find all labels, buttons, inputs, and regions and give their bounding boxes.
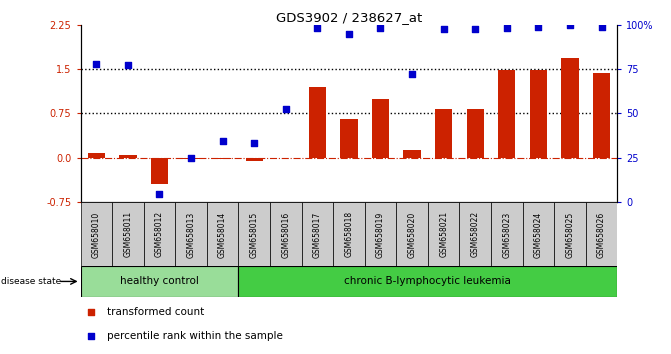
Point <box>154 191 165 197</box>
Bar <box>403 150 421 158</box>
Bar <box>593 73 610 158</box>
Bar <box>466 109 484 158</box>
Text: GSM658014: GSM658014 <box>218 211 227 258</box>
Bar <box>340 119 358 158</box>
Point <box>375 25 386 30</box>
Bar <box>81 202 112 266</box>
Point <box>470 26 480 32</box>
Bar <box>372 98 389 158</box>
Bar <box>88 153 105 158</box>
Text: GSM658018: GSM658018 <box>344 211 354 257</box>
Bar <box>428 202 460 266</box>
Text: GSM658011: GSM658011 <box>123 211 132 257</box>
Point <box>438 26 449 32</box>
Bar <box>81 266 238 297</box>
Title: GDS3902 / 238627_at: GDS3902 / 238627_at <box>276 11 422 24</box>
Text: healthy control: healthy control <box>120 276 199 286</box>
Text: GSM658010: GSM658010 <box>92 211 101 258</box>
Text: GSM658024: GSM658024 <box>534 211 543 258</box>
Text: GSM658013: GSM658013 <box>187 211 195 258</box>
Bar <box>175 202 207 266</box>
Text: GSM658020: GSM658020 <box>407 211 417 258</box>
Bar <box>214 158 231 159</box>
Text: GSM658026: GSM658026 <box>597 211 606 258</box>
Text: chronic B-lymphocytic leukemia: chronic B-lymphocytic leukemia <box>344 276 511 286</box>
Text: percentile rank within the sample: percentile rank within the sample <box>107 331 283 341</box>
Text: GSM658021: GSM658021 <box>439 211 448 257</box>
Text: GSM658025: GSM658025 <box>566 211 574 258</box>
Bar <box>238 202 270 266</box>
Bar <box>365 202 397 266</box>
Point <box>91 62 102 67</box>
Bar <box>238 266 617 297</box>
Point <box>86 309 97 315</box>
Bar <box>119 155 137 158</box>
Bar <box>529 70 547 158</box>
Bar <box>554 202 586 266</box>
Text: transformed count: transformed count <box>107 307 205 317</box>
Bar <box>491 202 523 266</box>
Text: GSM658022: GSM658022 <box>471 211 480 257</box>
Bar <box>144 202 175 266</box>
Text: GSM658012: GSM658012 <box>155 211 164 257</box>
Bar <box>460 202 491 266</box>
Bar <box>523 202 554 266</box>
Text: GSM658019: GSM658019 <box>376 211 385 258</box>
Bar <box>151 158 168 184</box>
Point <box>186 155 197 160</box>
Point <box>123 62 134 68</box>
Point <box>312 25 323 30</box>
Point <box>596 24 607 29</box>
Point <box>407 71 417 76</box>
Bar <box>498 70 515 158</box>
Point <box>533 24 544 29</box>
Bar <box>561 58 578 158</box>
Text: GSM658023: GSM658023 <box>503 211 511 258</box>
Text: GSM658016: GSM658016 <box>281 211 291 258</box>
Text: GSM658015: GSM658015 <box>250 211 259 258</box>
Bar <box>183 158 200 159</box>
Bar <box>309 87 326 158</box>
Point <box>86 333 97 338</box>
Bar <box>397 202 428 266</box>
Point <box>501 25 512 30</box>
Point <box>564 23 575 28</box>
Bar <box>586 202 617 266</box>
Text: GSM658017: GSM658017 <box>313 211 322 258</box>
Bar <box>246 158 263 161</box>
Point <box>344 31 354 36</box>
Text: disease state: disease state <box>1 277 62 286</box>
Bar <box>333 202 365 266</box>
Bar <box>112 202 144 266</box>
Bar <box>301 202 333 266</box>
Bar <box>270 202 301 266</box>
Bar <box>435 109 452 158</box>
Point <box>280 106 291 112</box>
Point <box>217 138 228 144</box>
Point <box>249 140 260 145</box>
Bar <box>207 202 238 266</box>
